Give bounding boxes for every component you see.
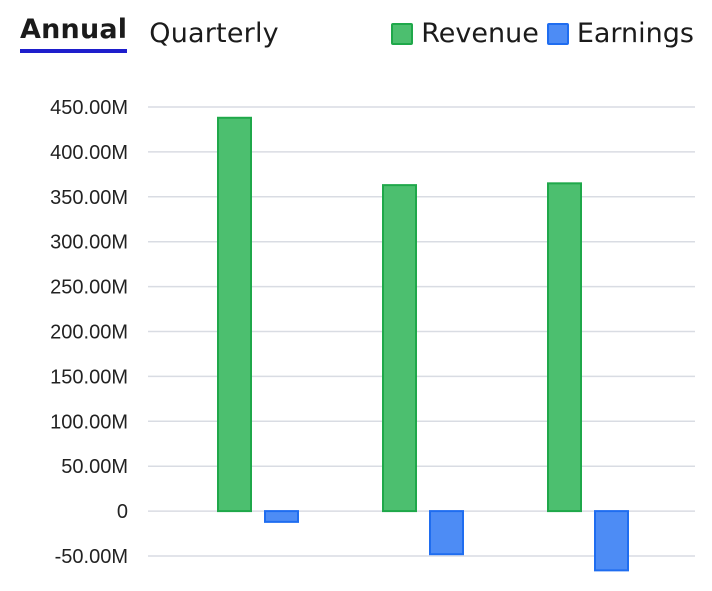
- y-tick-label: 400.00M: [50, 142, 128, 164]
- y-tick-label: 300.00M: [50, 232, 128, 254]
- tab-quarterly[interactable]: Quarterly: [149, 18, 279, 49]
- legend-item-revenue: Revenue: [391, 18, 539, 49]
- revenue-bar[interactable]: [217, 116, 252, 513]
- tab-annual[interactable]: Annual: [20, 14, 128, 53]
- earnings-bar[interactable]: [264, 510, 299, 523]
- y-tick-label: 150.00M: [50, 366, 128, 388]
- earnings-bar[interactable]: [429, 510, 464, 556]
- earnings-bar[interactable]: [594, 510, 629, 572]
- earnings-swatch: [546, 22, 569, 45]
- y-tick-label: 450.00M: [50, 97, 128, 119]
- revenue-bar[interactable]: [382, 184, 417, 513]
- legend-label-revenue: Revenue: [421, 18, 539, 49]
- period-tabs: Annual Quarterly: [20, 14, 279, 53]
- y-tick-label: 50.00M: [61, 456, 128, 478]
- revenue-swatch: [391, 22, 414, 45]
- y-tick-label: 0: [117, 501, 128, 523]
- legend-item-earnings: Earnings: [546, 18, 694, 49]
- y-tick-label: 350.00M: [50, 187, 128, 209]
- y-tick-label: 200.00M: [50, 322, 128, 344]
- legend-label-earnings: Earnings: [576, 18, 694, 49]
- chart-legend: Revenue Earnings: [391, 18, 694, 49]
- y-tick-label: 250.00M: [50, 277, 128, 299]
- revenue-bar[interactable]: [547, 182, 582, 513]
- y-tick-label: -50.00M: [55, 546, 128, 568]
- y-tick-label: 100.00M: [50, 411, 128, 433]
